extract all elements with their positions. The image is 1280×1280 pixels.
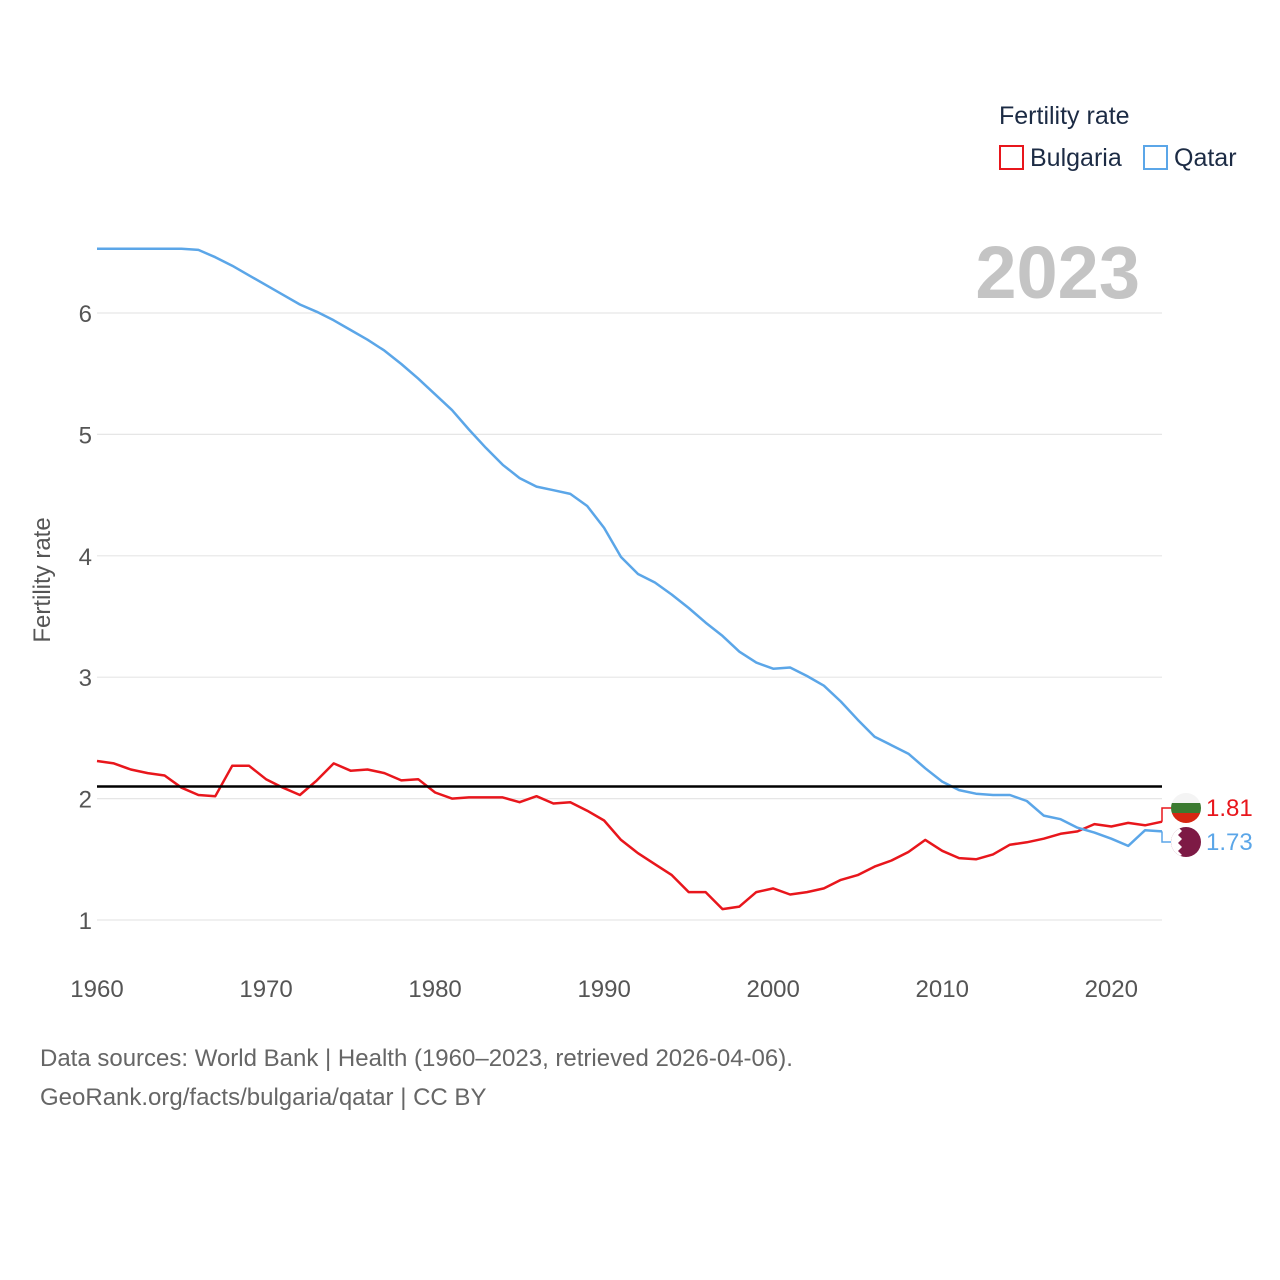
- end-markers: 1.81 1.73: [1161, 793, 1253, 857]
- y-tick-5: 5: [79, 422, 92, 449]
- grid-lines: [97, 312, 1162, 921]
- legend-label-bulgaria: Bulgaria: [1030, 144, 1122, 172]
- legend-item-bulgaria[interactable]: Bulgaria: [999, 144, 1122, 172]
- flag-serration-white: [1171, 827, 1182, 857]
- leader-line-bulgaria: [1161, 807, 1172, 822]
- legend-swatch-qatar: [1143, 145, 1168, 170]
- x-tick-2000: 2000: [746, 976, 799, 1003]
- flag-body-bulgaria: [1171, 793, 1201, 823]
- flag-stripe-red: [1171, 813, 1201, 823]
- x-tick-1980: 1980: [408, 976, 461, 1003]
- legend-swatch-bulgaria: [999, 145, 1024, 170]
- y-tick-1: 1: [79, 908, 92, 935]
- series-line-qatar: [97, 247, 1163, 848]
- flag-body-qatar: [1171, 827, 1201, 857]
- x-tick-1960: 1960: [70, 976, 123, 1003]
- x-tick-1990: 1990: [577, 976, 630, 1003]
- legend-title: Fertility rate: [999, 102, 1130, 130]
- y-tick-4: 4: [79, 544, 92, 571]
- current-year-label: 2023: [975, 231, 1140, 314]
- y-axis-ticks: 1 2 3 4 5 6: [79, 301, 92, 935]
- series-lines: [96, 247, 1163, 911]
- leader-line-qatar: [1161, 831, 1172, 843]
- y-tick-3: 3: [79, 665, 92, 692]
- x-tick-2010: 2010: [916, 976, 969, 1003]
- flag-stripe-green: [1171, 803, 1201, 813]
- x-tick-2020: 2020: [1085, 976, 1138, 1003]
- data-source-text: Data sources: World Bank | Health (1960–…: [40, 1045, 793, 1072]
- flag-qatar: [1171, 827, 1201, 857]
- series-line-bulgaria: [96, 759, 1163, 911]
- y-tick-2: 2: [79, 787, 92, 814]
- legend-label-qatar: Qatar: [1174, 144, 1237, 172]
- y-axis-label: Fertility rate: [29, 517, 56, 642]
- end-value-bulgaria: 1.81: [1206, 795, 1253, 822]
- end-value-qatar: 1.73: [1206, 829, 1253, 856]
- flag-bulgaria: [1171, 793, 1201, 823]
- flag-stripe-white: [1171, 793, 1201, 803]
- legend: Fertility rate Bulgaria Qatar: [999, 102, 1237, 172]
- x-tick-1970: 1970: [239, 976, 292, 1003]
- x-axis-ticks: 1960 1970 1980 1990 2000 2010 2020: [70, 976, 1138, 1003]
- y-tick-6: 6: [79, 301, 92, 328]
- credit-text[interactable]: GeoRank.org/facts/bulgaria/qatar | CC BY: [40, 1084, 487, 1111]
- legend-item-qatar[interactable]: Qatar: [1143, 144, 1237, 172]
